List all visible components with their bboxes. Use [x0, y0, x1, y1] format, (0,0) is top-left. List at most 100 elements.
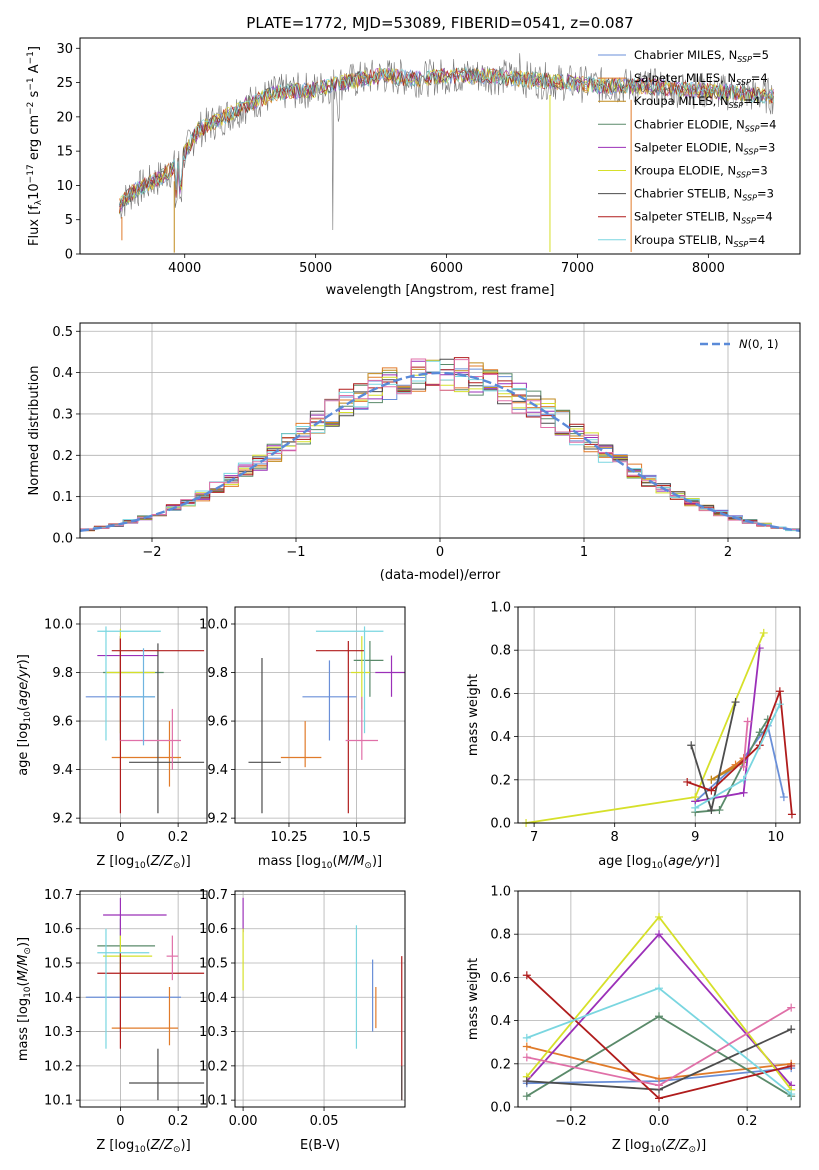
spectrum-model-line: [119, 66, 774, 205]
weight-marker: [655, 984, 663, 993]
weight-line: [695, 647, 761, 803]
y-tick-label: 9.6: [52, 715, 73, 730]
weight-series: [522, 912, 796, 1103]
weight-marker: [683, 777, 692, 786]
weight-marker: [787, 1025, 796, 1034]
weight-marker: [522, 1042, 531, 1051]
ticks: 4000 5000 6000 7000 8000 0 5 10 15 20 25 30: [56, 42, 724, 276]
error-bars: [248, 626, 405, 814]
y-tick-label: 10.3: [199, 1025, 228, 1040]
weight-marker: [655, 912, 663, 921]
weight-vs-age-panel: 7 8 9 10 0.0 0.2 0.4 0.6 0.8 1.0 age [log10(age/yr…: [466, 601, 801, 871]
y-tick-label: 10.4: [199, 991, 228, 1006]
plot-area: [522, 912, 796, 1103]
ticks: −2 −1 0 1 2 0.0 0.1 0.2 0.3 0.4 0.5: [52, 325, 732, 560]
legend-entry: Chabrier MILES, NSSP=5: [634, 48, 769, 64]
weight-marker: [691, 793, 700, 802]
x-tick-label: 0.2: [168, 1114, 189, 1129]
legend-entry: Salpeter ELODIE, NSSP=3: [634, 140, 775, 156]
x-axis-label: age [log10(age/yr)]: [598, 854, 720, 871]
y-tick-label: 0.2: [490, 773, 511, 788]
x-axis-label: mass [log10(M/M⊙)]: [258, 854, 382, 871]
x-tick-label: 7: [530, 830, 538, 845]
legend-entry: Chabrier STELIB, NSSP=3: [634, 187, 774, 203]
x-tick-label: 0: [116, 1114, 124, 1129]
weight-marker: [707, 786, 716, 795]
plot-area: [85, 626, 205, 814]
y-tick-label: 9.6: [207, 715, 228, 730]
x-axis-label: wavelength [Angstrom, rest frame]: [326, 283, 555, 298]
y-tick-label: 10.2: [44, 1059, 73, 1074]
age-vs-Z-panel: 0 0.2 9.2 9.4 9.6 9.8 10.0 Z [log10(Z/Z⊙)] age […: [16, 606, 208, 871]
weight-marker: [787, 810, 796, 819]
weight-marker: [739, 775, 748, 784]
x-tick-label: 10.5: [342, 830, 371, 845]
error-bars: [85, 897, 205, 1101]
x-tick-label: 9: [691, 830, 699, 845]
axes-frame: [517, 606, 801, 824]
normal-curve: [79, 371, 801, 532]
x-tick-label: 0: [436, 545, 444, 560]
y-tick-label: 9.8: [52, 666, 73, 681]
y-axis-label: Flux [fλ10−17 erg cm−2 s−1 A−1]: [26, 46, 44, 246]
weight-marker: [779, 793, 788, 802]
y-tick-label: 10.1: [44, 1094, 73, 1109]
x-tick-label: 10: [768, 830, 785, 845]
grid: [235, 891, 405, 1107]
y-tick-label: 0.4: [490, 730, 511, 745]
y-tick-label: 10.7: [199, 888, 228, 903]
y-tick-label: 9.4: [52, 763, 73, 778]
y-tick-label: 0.1: [52, 490, 73, 505]
weight-marker: [743, 717, 752, 726]
x-tick-label: 0.05: [310, 1114, 339, 1129]
y-tick-label: 10.7: [44, 888, 73, 903]
error-bars: [85, 626, 205, 814]
grid: [235, 607, 405, 823]
weight-marker: [787, 1090, 796, 1099]
plot-area: [85, 897, 205, 1101]
y-tick-label: 0.0: [52, 532, 73, 547]
plot-area: [79, 357, 801, 532]
weight-marker: [522, 1053, 531, 1062]
x-tick-label: −0.2: [555, 1114, 587, 1129]
x-tick-label: −1: [286, 545, 305, 560]
spectrum-lines: [118, 53, 774, 253]
x-tick-label: 0.0: [649, 1114, 670, 1129]
x-axis-label: Z [log10(Z/Z⊙)]: [612, 1138, 706, 1155]
y-tick-label: 0.2: [490, 1057, 511, 1072]
y-tick-label: 0.8: [490, 644, 511, 659]
y-axis-label: Normed distribution: [27, 366, 42, 496]
weight-marker: [775, 687, 784, 696]
y-tick-label: 9.8: [207, 666, 228, 681]
weight-vs-Z-panel: −0.2 0.0 0.2 0.0 0.2 0.4 0.6 0.8 1.0 Z [log10(Z/Z…: [466, 885, 801, 1155]
axes-frame: [517, 890, 801, 1108]
legend-entry: Salpeter STELIB, NSSP=4: [634, 210, 773, 226]
legend: N(0, 1): [700, 337, 779, 351]
y-tick-label: 10.4: [44, 991, 73, 1006]
weight-series: [522, 628, 796, 827]
weight-marker: [655, 1094, 663, 1103]
x-tick-label: −2: [142, 545, 161, 560]
ticks: 0 0.2 10.1 10.2 10.3 10.4 10.5 10.6 10.7: [44, 888, 188, 1129]
error-bars: [242, 897, 403, 1101]
y-tick-label: 0.4: [490, 1014, 511, 1029]
y-tick-label: 0.3: [52, 407, 73, 422]
y-axis-label: age [log10(age/yr)]: [16, 654, 33, 776]
age-vs-mass-panel: 10.25 10.5 9.2 9.4 9.6 9.8 10.0 mass [log10(M/M…: [199, 606, 406, 871]
y-tick-label: 25: [56, 76, 73, 91]
y-tick-label: 0.5: [52, 325, 73, 340]
x-tick-label: 7000: [561, 261, 594, 276]
axes-frame: [234, 890, 406, 1108]
axes-frame: [234, 606, 406, 824]
x-tick-label: 10.25: [270, 830, 307, 845]
ticks: 0 0.2 9.2 9.4 9.6 9.8 10.0: [44, 617, 188, 845]
y-tick-label: 0.8: [490, 928, 511, 943]
y-tick-label: 0.2: [52, 449, 73, 464]
y-tick-label: 0: [65, 248, 73, 263]
legend: Chabrier MILES, NSSP=5 Salpeter MILES, NS…: [598, 48, 776, 249]
weight-marker: [522, 971, 531, 980]
weight-marker: [707, 806, 716, 815]
legend-entry: Salpeter MILES, NSSP=4: [634, 71, 768, 87]
weight-marker: [755, 728, 764, 737]
